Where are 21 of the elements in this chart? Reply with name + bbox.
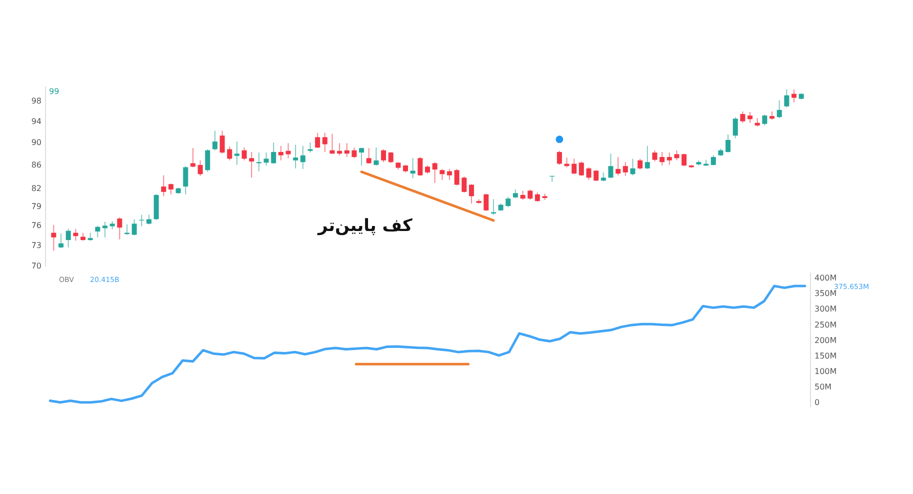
y-tick-label: 79 (31, 202, 42, 212)
y-tick-label: 0 (814, 398, 820, 407)
y-tick-label: 70 (31, 262, 42, 270)
y-tick-label: 50M (814, 382, 832, 392)
y-tick-label: 86 (31, 160, 42, 170)
line-series (48, 284, 806, 404)
y-tick-label: 150M (814, 351, 837, 360)
y-tick-label: 400M (814, 274, 837, 283)
annotation: 99 (49, 87, 60, 96)
y-tick-label: 250M (814, 320, 837, 330)
y-tick-label: 98 (31, 96, 42, 106)
y-tick-label: 100M (814, 366, 837, 376)
y-tick-label: 94 (31, 116, 42, 126)
y-tick-label: 200M (814, 336, 837, 345)
annotation: کف پایین‌تر (317, 216, 413, 236)
y-tick-label: 90 (31, 138, 42, 148)
y-tick-label: 76 (31, 221, 42, 230)
y-tick-label: 82 (31, 184, 42, 193)
y-tick-label: 350M (814, 289, 837, 298)
y-tick-label: 300M (814, 304, 837, 314)
y-tick-label: 73 (31, 240, 42, 250)
